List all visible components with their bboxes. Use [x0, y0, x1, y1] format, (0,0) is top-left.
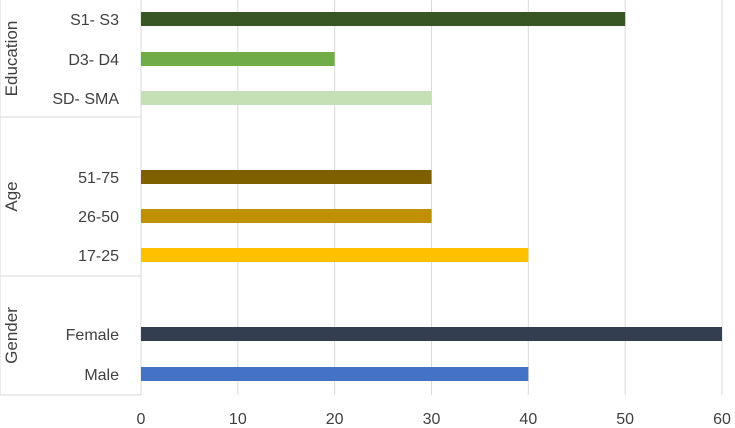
category-label: 26-50: [78, 209, 119, 226]
bar: [141, 170, 432, 184]
x-tick-label: 10: [229, 411, 247, 428]
bar: [141, 52, 335, 66]
category-label: S1- S3: [70, 12, 119, 29]
category-label: 17-25: [78, 248, 119, 265]
group-label: Education: [2, 21, 21, 97]
category-label: SD- SMA: [52, 91, 119, 108]
category-label: Female: [66, 327, 119, 344]
x-tick-label: 30: [423, 411, 441, 428]
x-tick-label: 20: [326, 411, 344, 428]
bar: [141, 367, 529, 381]
bar: [141, 91, 432, 105]
category-label: 51-75: [78, 170, 119, 187]
category-label: Male: [84, 367, 119, 384]
bar: [141, 12, 626, 26]
x-tick-label: 0: [137, 411, 146, 428]
x-tick-label: 50: [616, 411, 634, 428]
group-label: Gender: [2, 307, 21, 364]
group-label: Age: [2, 181, 21, 211]
bar: [141, 327, 722, 341]
x-tick-label: 40: [519, 411, 537, 428]
bar: [141, 248, 529, 262]
x-tick-label: 60: [713, 411, 731, 428]
category-label: D3- D4: [68, 52, 119, 69]
bar: [141, 209, 432, 223]
